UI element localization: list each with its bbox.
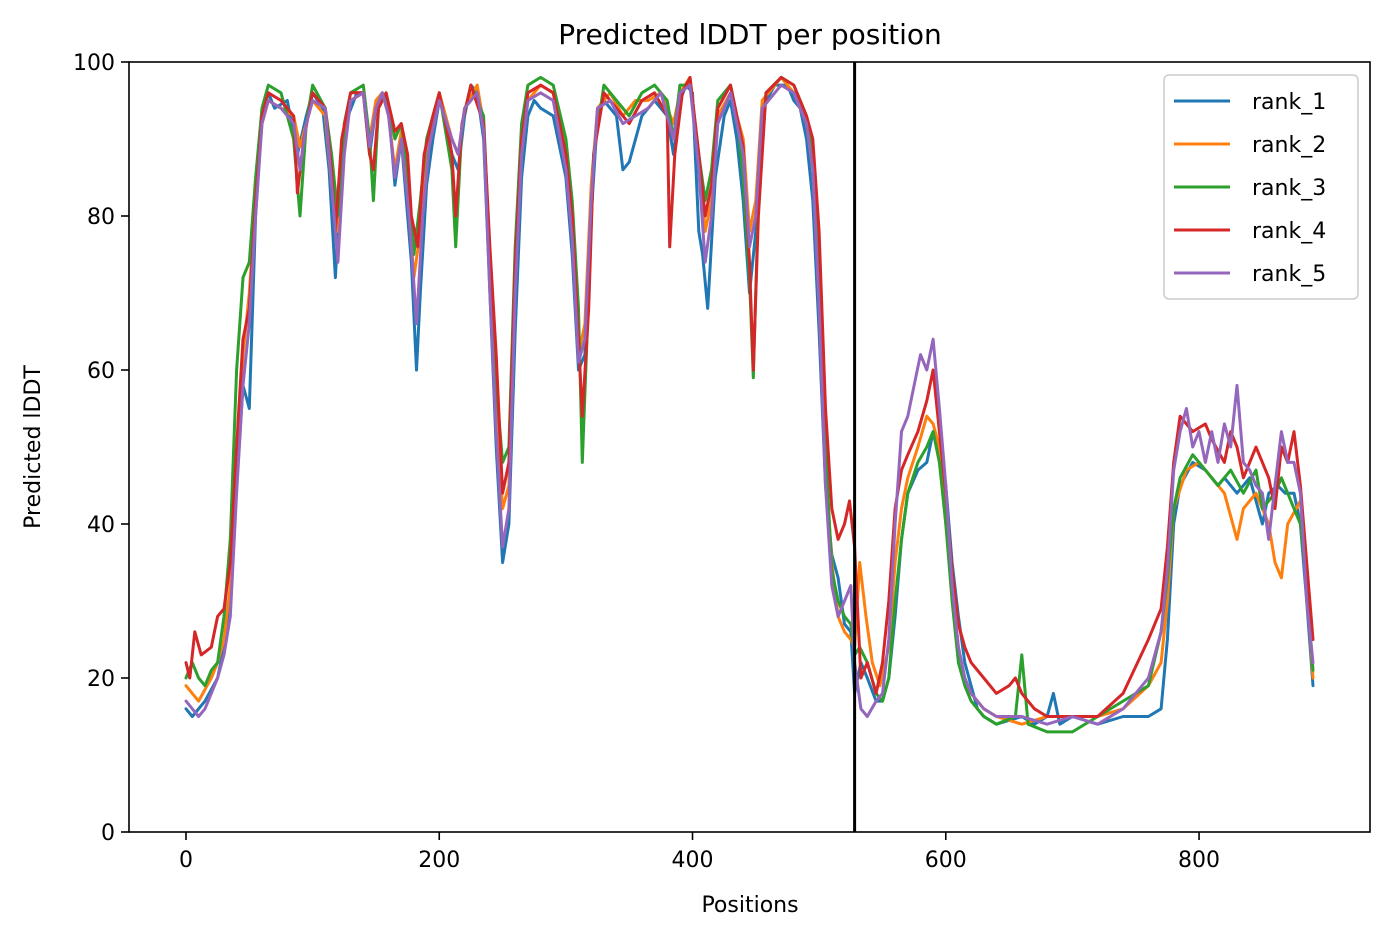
chart-title: Predicted lDDT per position — [558, 18, 942, 51]
series-line-rank_4 — [184, 75, 1315, 718]
y-tick-label: 80 — [87, 205, 115, 230]
y-tick-label: 0 — [101, 821, 115, 846]
x-tick-label: 400 — [672, 848, 714, 873]
x-axis-ticks: 0 200 400 600 800 — [179, 832, 1220, 873]
series-line-rank_2 — [184, 75, 1315, 726]
x-tick-label: 200 — [418, 848, 460, 873]
legend-label-rank_4: rank_4 — [1252, 219, 1326, 244]
legend: rank_1 rank_2 rank_3 rank_4 rank_5 — [1163, 74, 1359, 300]
x-tick-label: 600 — [925, 848, 967, 873]
series-line-rank_1 — [184, 83, 1315, 726]
legend-label-rank_3: rank_3 — [1252, 176, 1326, 201]
plot-frame — [128, 61, 1371, 833]
legend-label-rank_1: rank_1 — [1252, 90, 1326, 115]
series-line-rank_5 — [184, 83, 1315, 726]
legend-label-rank_5: rank_5 — [1252, 262, 1326, 287]
y-axis-title: Predicted lDDT — [21, 365, 46, 529]
x-axis-title: Positions — [701, 893, 798, 918]
legend-label-rank_2: rank_2 — [1252, 133, 1326, 158]
y-tick-label: 100 — [73, 51, 115, 76]
series-line-rank_3 — [184, 75, 1315, 734]
y-tick-label: 40 — [87, 513, 115, 538]
x-tick-label: 0 — [179, 848, 193, 873]
y-tick-label: 20 — [87, 667, 115, 692]
chart-marks — [184, 62, 1315, 832]
x-tick-label: 800 — [1178, 848, 1220, 873]
y-tick-label: 60 — [87, 359, 115, 384]
legend-frame — [1163, 74, 1359, 300]
y-axis-ticks: 0 20 40 60 80 100 — [73, 51, 129, 846]
